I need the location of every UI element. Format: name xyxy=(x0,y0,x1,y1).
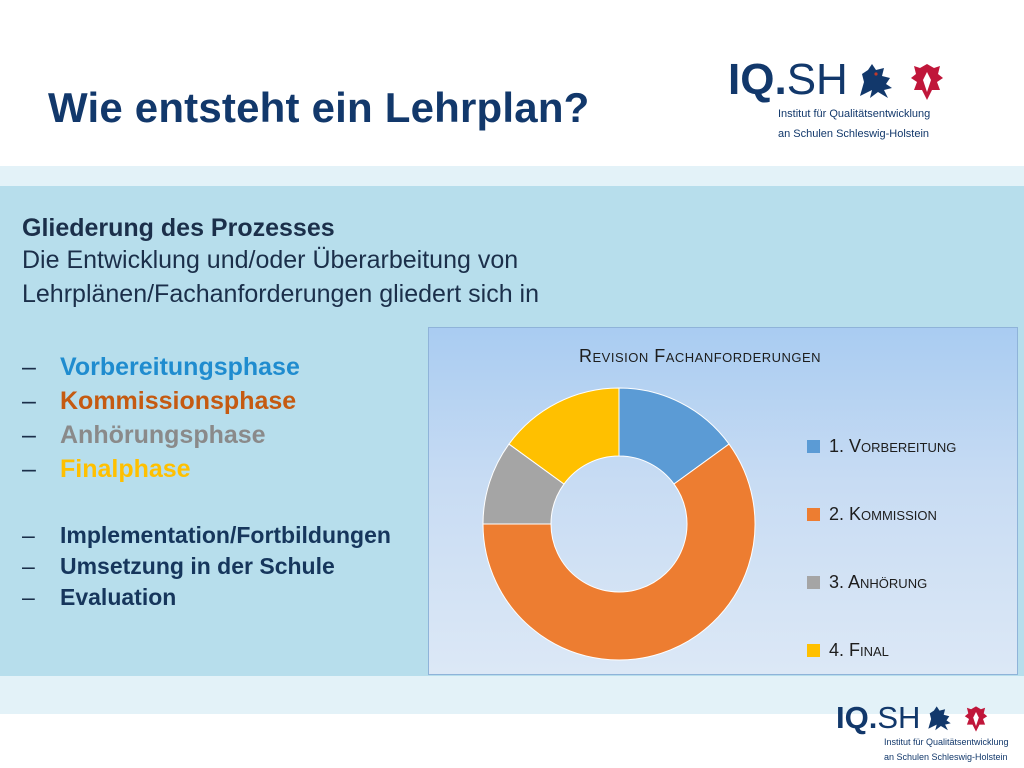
legend-item-vorbereitung: 1. Vorbereitung xyxy=(807,412,956,480)
footer-divider-band xyxy=(0,676,1024,714)
step-label: Implementation/Fortbildungen xyxy=(60,522,391,548)
step-item-umsetzung: – Umsetzung in der Schule xyxy=(22,551,391,582)
legend-swatch xyxy=(807,643,820,657)
logo-sh-text: SH xyxy=(877,700,921,735)
step-item-implementation: – Implementation/Fortbildungen xyxy=(22,520,391,551)
page-title: Wie entsteht ein Lehrplan? xyxy=(48,84,590,131)
intro-line-2: Lehrplänen/Fachanforderungen gliedert si… xyxy=(22,280,540,308)
legend-label: 3. Anhörung xyxy=(829,571,928,592)
logo-subtitle-line-1: Institut für Qualitätsentwicklung xyxy=(884,737,1009,747)
step-item-evaluation: – Evaluation xyxy=(22,582,391,613)
logo-sh-text: SH xyxy=(786,55,848,104)
phase-item-vorbereitung: – Vorbereitungsphase xyxy=(22,350,300,384)
dash-bullet: – xyxy=(22,584,35,610)
phase-label: Kommissionsphase xyxy=(60,386,297,415)
intro-block: Gliederung des Prozesses Die Entwicklung… xyxy=(22,214,539,311)
phase-list: – Vorbereitungsphase – Kommissionsphase … xyxy=(22,350,300,486)
slice-kommission xyxy=(482,443,756,661)
dash-bullet: – xyxy=(22,352,36,381)
iqsh-logo-footer: IQ . SH Institut für Qualitätsentwicklun… xyxy=(836,702,1009,764)
logo-subtitle-line-1: Institut für Qualitätsentwicklung xyxy=(778,108,931,120)
legend-swatch xyxy=(807,575,820,589)
dash-bullet: – xyxy=(22,420,36,449)
logo-subtitle-line-2: an Schulen Schleswig-Holstein xyxy=(778,127,930,140)
legend-item-final: 4. Final xyxy=(807,616,956,684)
dash-bullet: – xyxy=(22,522,35,548)
legend-label: 1. Vorbereitung xyxy=(829,435,957,456)
legend-label: 2. Kommission xyxy=(829,503,937,524)
chart-title: Revision Fachanforderungen xyxy=(579,346,822,366)
iqsh-logo: IQ . SH Institut für Qualitätsentwicklun… xyxy=(728,58,944,142)
donut-chart: Revision Fachanforderungen 1. Vorbereitu… xyxy=(428,327,1018,675)
phase-item-final: – Finalphase xyxy=(22,452,300,486)
chart-legend: 1. Vorbereitung 2. Kommission 3. Anhörun… xyxy=(807,412,956,684)
phase-label: Vorbereitungsphase xyxy=(60,352,300,381)
legend-item-kommission: 2. Kommission xyxy=(807,480,956,548)
logo-dot-text: . xyxy=(868,700,878,735)
lion-crest-icon xyxy=(859,64,892,98)
header-divider-band xyxy=(0,166,1024,186)
step-label: Umsetzung in der Schule xyxy=(60,553,335,579)
nettle-leaf-icon xyxy=(910,64,943,100)
phase-item-anhoerung: – Anhörungsphase xyxy=(22,418,300,452)
donut-chart-svg xyxy=(482,387,756,661)
logo-dot-text: . xyxy=(774,55,787,104)
dash-bullet: – xyxy=(22,386,36,415)
legend-swatch xyxy=(807,439,820,453)
logo-subtitle-line-2: an Schulen Schleswig-Holstein xyxy=(884,752,1008,763)
dash-bullet: – xyxy=(22,553,35,579)
legend-item-anhoerung: 3. Anhörung xyxy=(807,548,956,616)
dash-bullet: – xyxy=(22,454,36,483)
phase-label: Anhörungsphase xyxy=(60,420,266,449)
logo-iq-text: IQ xyxy=(728,55,775,104)
legend-label: 4. Final xyxy=(829,639,889,660)
lion-crest-icon xyxy=(928,706,952,731)
intro-line-1: Die Entwicklung und/oder Überarbeitung v… xyxy=(22,246,519,274)
step-label: Evaluation xyxy=(60,584,177,610)
slice-final xyxy=(508,387,620,485)
logo-iq-text: IQ xyxy=(836,700,869,735)
phase-item-kommission: – Kommissionsphase xyxy=(22,384,300,418)
phase-label: Finalphase xyxy=(60,454,191,483)
legend-swatch xyxy=(807,507,820,521)
step-list: – Implementation/Fortbildungen – Umsetzu… xyxy=(22,520,391,613)
process-heading: Gliederung des Prozesses xyxy=(22,214,335,242)
nettle-leaf-icon xyxy=(965,706,988,732)
